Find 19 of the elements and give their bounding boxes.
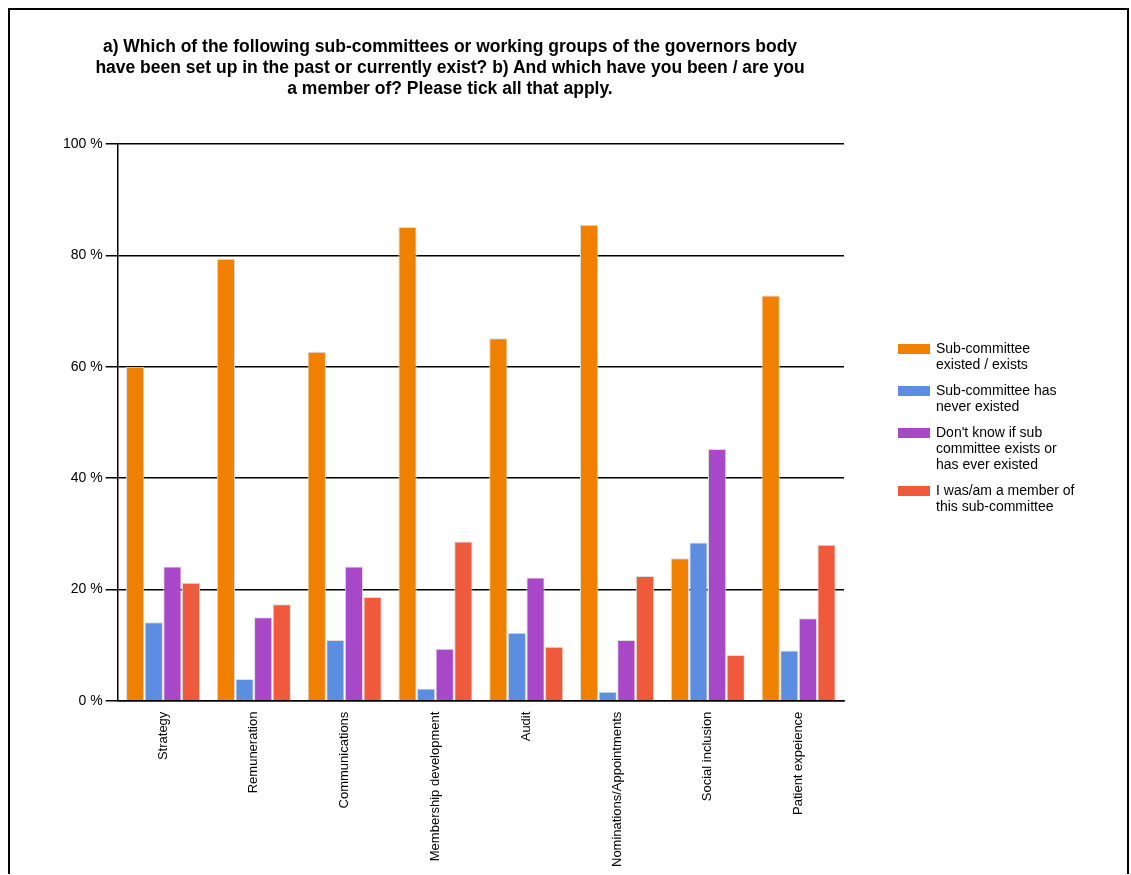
x-tick-label: Remuneration [245, 711, 261, 794]
y-tick-label: 20 % [70, 580, 103, 597]
legend-label: Sub-committee existed / exists [936, 340, 1032, 372]
legend-label: Don't know if sub committee exists or has ever existed [936, 424, 1058, 472]
x-tick-label: Membership development [427, 711, 443, 862]
y-tick-label: 60 % [70, 357, 103, 374]
x-tick-label: Patient expeience [790, 711, 806, 815]
x-tick-label: Communications [336, 711, 352, 809]
x-tick-label: Social inclusion [699, 711, 715, 802]
legend-label: Sub-committee has never existed [936, 382, 1058, 414]
y-tick-label: 0 % [78, 691, 103, 708]
y-tick-label: 80 % [70, 246, 103, 263]
x-tick-label: Strategy [154, 711, 170, 761]
x-tick-label: Nominations/Appointments [608, 711, 624, 867]
y-tick-label: 100 % [62, 134, 103, 151]
y-tick-label: 40 % [70, 468, 103, 485]
legend-label: I was/am a member of this sub-committee [936, 482, 1076, 514]
x-tick-label: Audit [517, 711, 533, 742]
chart-title: a) Which of the following sub-committees or working groups of the governors body have been set up in the past or currently exist? b) And which have you been / are you a member of? Please tick all that apply. [94, 36, 806, 99]
